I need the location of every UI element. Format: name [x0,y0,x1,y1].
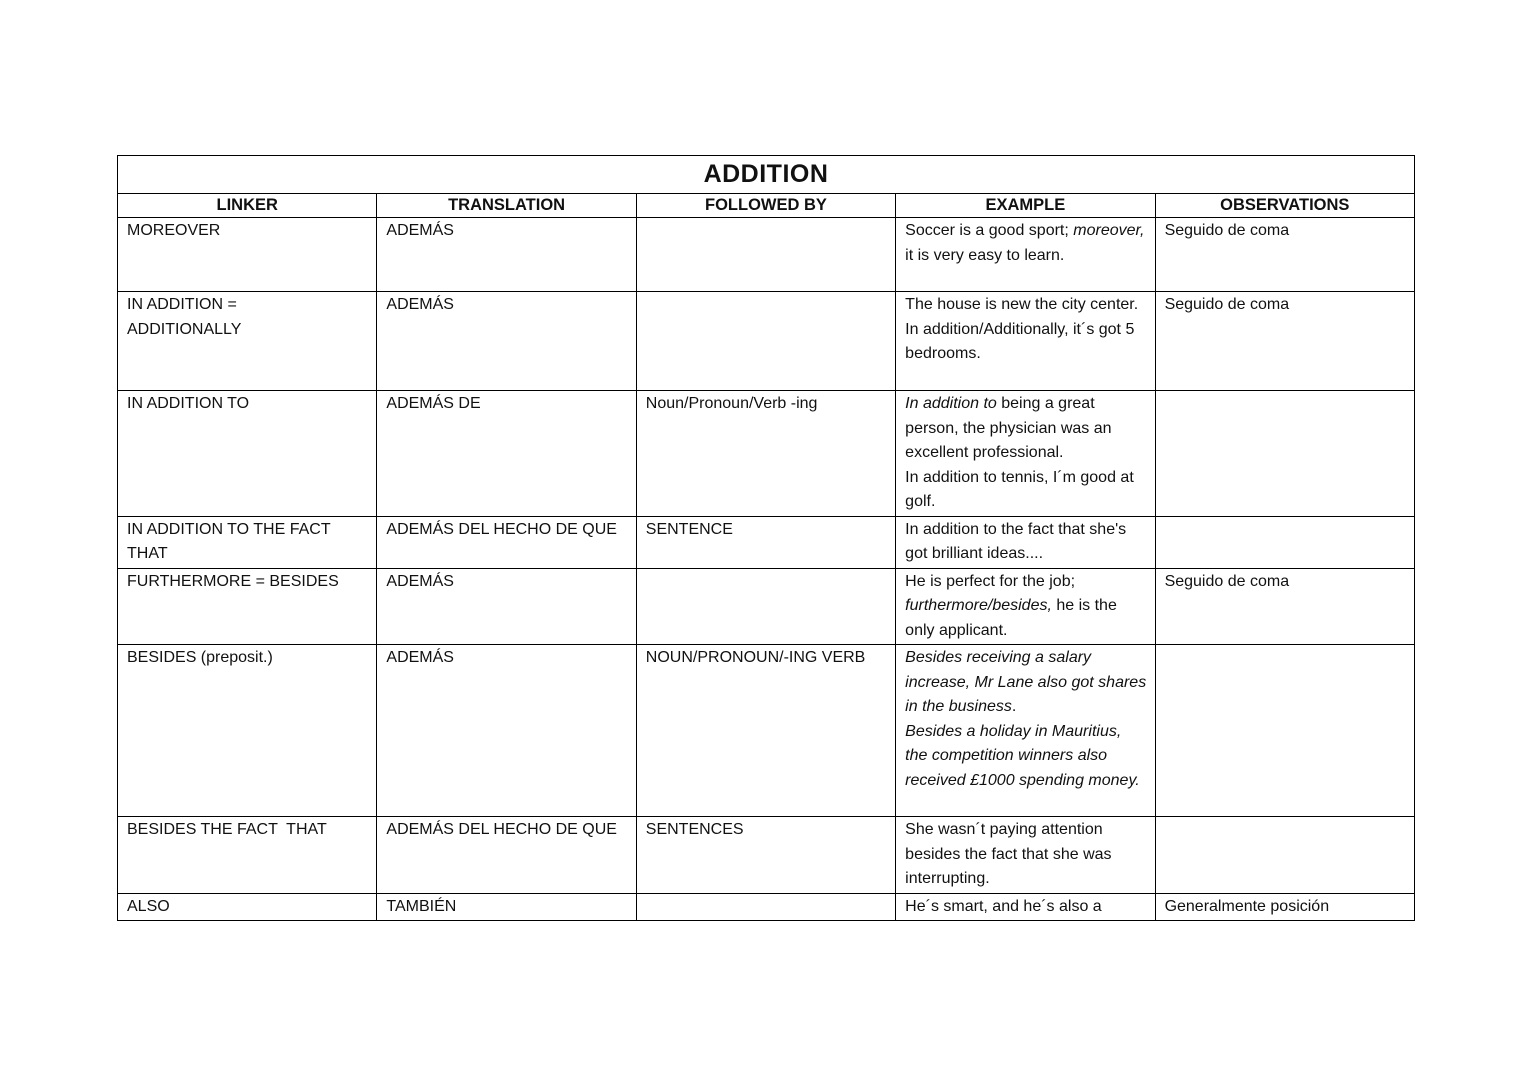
followed-by-cell [635,567,897,645]
linker-cell: IN ADDITION TO THE FACT THAT [116,515,378,569]
example-text-italic: Besides a holiday in Mauritius, the comp… [905,722,1140,789]
followed-by-cell [635,291,897,391]
table-row: BESIDES THE FACT THAT ADEMÁS DEL HECHO DE… [116,816,1416,894]
observations-cell [1154,644,1416,817]
observations-cell: Seguido de coma [1154,567,1416,645]
example-cell: In addition to the fact that she's got b… [895,515,1156,569]
translation-cell: ADEMÁS [376,567,637,645]
linker-cell: BESIDES THE FACT THAT [116,816,378,894]
column-header-observations: OBSERVATIONS [1154,193,1416,218]
column-header-translation: TRANSLATION [376,193,637,218]
translation-cell: TAMBIÉN [376,892,637,921]
linker-cell: BESIDES (preposit.) [116,644,378,817]
followed-by-cell: NOUN/PRONOUN/-ING VERB [635,644,897,817]
observations-cell [1154,390,1416,517]
table-row: MOREOVER ADEMÁS Soccer is a good sport; mo… [116,217,1416,292]
linker-cell: IN ADDITION = ADDITIONALLY [116,291,378,391]
table-title: ADDITION [117,155,1415,194]
translation-cell: ADEMÁS DEL HECHO DE QUE [376,816,637,894]
column-header-example: EXAMPLE [895,193,1156,218]
table-header-row: LINKER TRANSLATION FOLLOWED BY EXAMPLE OBSER… [116,193,1416,218]
observations-cell: Generalmente posición [1154,892,1416,921]
example-text: Soccer is a good sport; [905,222,1074,239]
translation-cell: ADEMÁS [376,644,637,817]
example-cell: The house is new the city center. In add… [895,291,1156,391]
table-row: FURTHERMORE = BESIDES ADEMÁS He is perfect… [116,567,1416,645]
observations-cell: Seguido de coma [1154,291,1416,391]
example-text-italic: moreover, [1073,222,1145,239]
example-text-italic: In addition to [905,395,997,412]
example-cell: In addition to being a great person, the… [895,390,1156,517]
addition-linkers-table: ADDITION LINKER TRANSLATION FOLLOWED BY EXA… [116,155,1416,921]
table-title-row: ADDITION [117,155,1415,194]
example-text: She wasn´t paying attention besides the … [905,821,1116,887]
observations-cell [1154,816,1416,894]
example-cell: He is perfect for the job; furthermore/b… [895,567,1156,645]
example-text: he is the only applicant. [905,597,1122,639]
linker-cell: MOREOVER [116,217,378,292]
translation-cell: ADEMÁS [376,291,637,391]
observations-cell [1154,515,1416,569]
linker-cell: ALSO [116,892,378,921]
column-header-followed-by: FOLLOWED BY [635,193,897,218]
translation-cell: ADEMÁS DE [376,390,637,517]
example-cell: Besides receiving a salary increase, Mr … [895,644,1156,817]
translation-cell: ADEMÁS [376,217,637,292]
followed-by-cell: SENTENCE [635,515,897,569]
example-cell: Soccer is a good sport; moreover, it is … [895,217,1156,292]
table-row: IN ADDITION TO THE FACT THAT ADEMÁS DEL H… [116,515,1416,569]
example-text: In addition to the fact that she's got b… [905,520,1136,563]
translation-cell: ADEMÁS DEL HECHO DE QUE [376,515,637,569]
example-text-italic: Besides receiving a salary increase, Mr … [905,649,1151,715]
followed-by-cell [635,892,897,921]
linker-cell: FURTHERMORE = BESIDES [116,567,378,645]
linker-cell: IN ADDITION TO [116,390,378,517]
example-text: The house is new the city center. In add… [905,296,1143,362]
followed-by-cell: Noun/Pronoun/Verb -ing [635,390,897,517]
example-cell: He´s smart, and he´s also a [895,892,1156,921]
example-text: He is perfect for the job; [905,572,1080,590]
example-text: being a great person, the physician was … [905,395,1134,510]
observations-cell: Seguido de coma [1154,217,1416,292]
example-text: He´s smart, and he´s also a [905,897,1102,915]
table-row: BESIDES (preposit.) ADEMÁS NOUN/PRONOUN/-I… [116,644,1416,817]
column-header-linker: LINKER [116,193,378,218]
example-cell: She wasn´t paying attention besides the … [895,816,1156,894]
table-row: IN ADDITION TO ADEMÁS DE Noun/Pronoun/Verb… [116,390,1416,517]
example-text-italic: furthermore/besides, [905,597,1052,614]
followed-by-cell [635,217,897,292]
followed-by-cell: SENTENCES [635,816,897,894]
example-text: it is very easy to learn. [905,222,1149,264]
example-text: . [1011,698,1017,715]
table-row: IN ADDITION = ADDITIONALLY ADEMÁS The hous… [116,291,1416,391]
table-row: ALSO TAMBIÉN He´s smart, and he´s also a Ge… [116,892,1416,921]
